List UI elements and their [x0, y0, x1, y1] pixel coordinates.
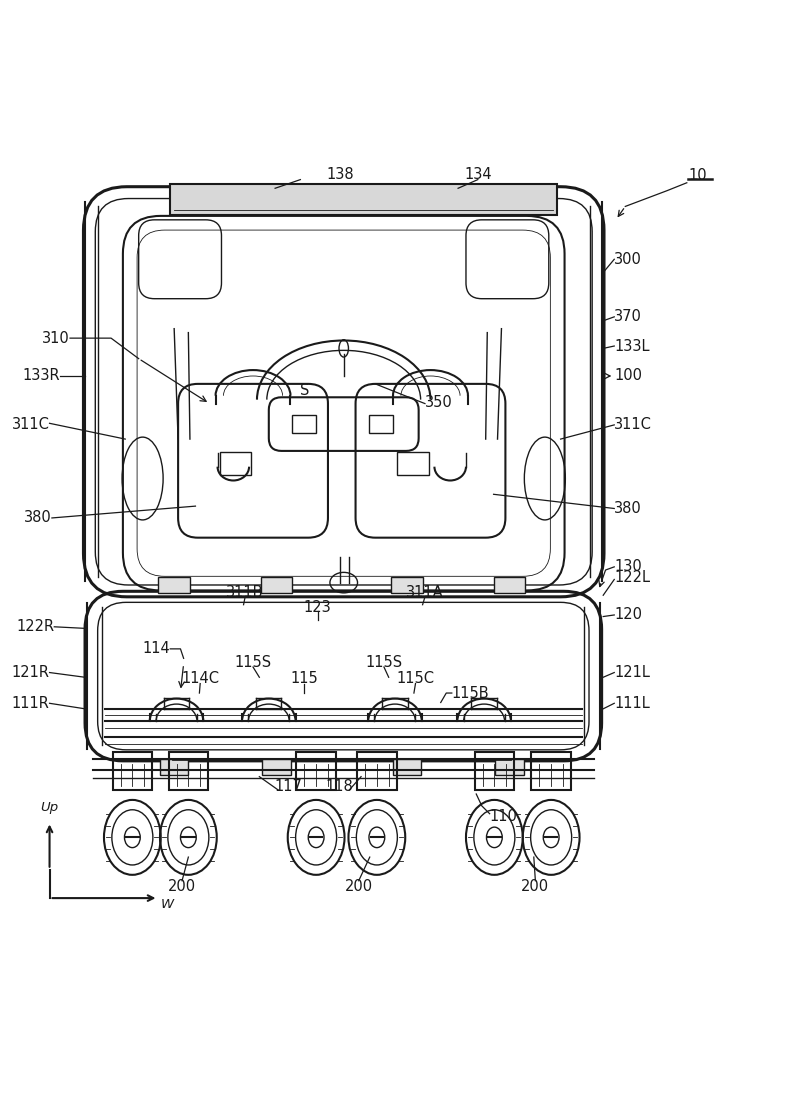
Text: 130: 130: [614, 559, 642, 575]
Bar: [158, 577, 190, 592]
Text: 114C: 114C: [181, 671, 219, 687]
Bar: [160, 759, 188, 775]
Text: 10: 10: [688, 168, 707, 184]
Text: 380: 380: [24, 510, 52, 525]
Text: 111L: 111L: [614, 696, 650, 711]
Text: 120: 120: [614, 608, 642, 622]
Bar: [297, 752, 336, 790]
Text: 133R: 133R: [22, 368, 60, 384]
Text: 117: 117: [274, 778, 302, 793]
Text: 310: 310: [42, 331, 70, 345]
Text: 370: 370: [614, 309, 642, 324]
Text: 311B: 311B: [226, 586, 264, 600]
Text: W: W: [161, 898, 174, 911]
Text: 100: 100: [614, 368, 642, 384]
Text: 121L: 121L: [614, 665, 650, 680]
Bar: [357, 752, 397, 790]
Text: 380: 380: [614, 501, 642, 517]
Bar: [169, 752, 208, 790]
Text: 115: 115: [290, 671, 318, 687]
Bar: [369, 415, 393, 433]
Text: 350: 350: [425, 395, 453, 410]
Text: 115C: 115C: [397, 671, 434, 687]
Bar: [391, 577, 422, 592]
Bar: [531, 752, 571, 790]
Bar: [474, 752, 514, 790]
Text: 122R: 122R: [16, 620, 54, 634]
Text: 123: 123: [304, 600, 331, 614]
Text: 200: 200: [522, 879, 550, 893]
Text: 115S: 115S: [234, 655, 271, 669]
Bar: [293, 415, 316, 433]
Text: 138: 138: [326, 167, 354, 182]
Text: 115S: 115S: [366, 655, 402, 669]
Text: 118: 118: [326, 778, 354, 793]
Bar: [262, 759, 291, 775]
Text: Up: Up: [40, 801, 58, 814]
Text: 311A: 311A: [406, 586, 444, 600]
Text: 122L: 122L: [614, 569, 650, 585]
Bar: [393, 759, 421, 775]
Text: 200: 200: [345, 879, 373, 893]
Bar: [261, 577, 293, 592]
Text: 121R: 121R: [11, 665, 50, 680]
Text: S: S: [300, 382, 310, 398]
Bar: [220, 453, 251, 475]
Text: 115B: 115B: [452, 686, 490, 700]
Text: 111R: 111R: [12, 696, 50, 711]
Text: 110: 110: [490, 809, 518, 823]
Text: 311C: 311C: [12, 418, 50, 432]
Text: 200: 200: [168, 879, 196, 893]
Bar: [113, 752, 152, 790]
Bar: [494, 577, 525, 592]
Bar: [495, 759, 523, 775]
Text: 133L: 133L: [614, 338, 650, 354]
Text: 300: 300: [614, 252, 642, 267]
Text: 311C: 311C: [614, 418, 652, 432]
Bar: [170, 184, 557, 215]
Bar: [398, 453, 429, 475]
Text: 134: 134: [464, 167, 492, 182]
Text: 114: 114: [142, 642, 170, 656]
